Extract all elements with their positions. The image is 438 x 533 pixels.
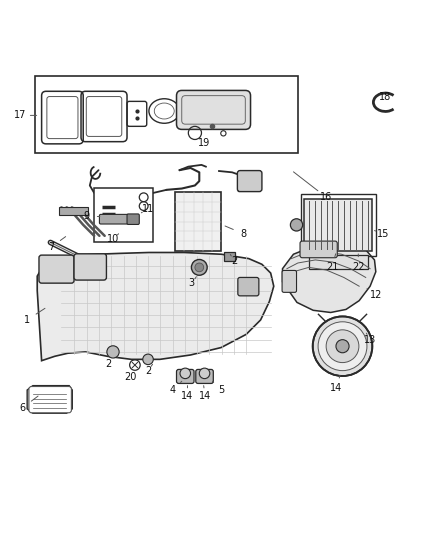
Bar bbox=[59, 207, 88, 215]
Text: 1: 1 bbox=[24, 315, 30, 325]
FancyBboxPatch shape bbox=[237, 171, 262, 191]
Bar bbox=[224, 252, 235, 261]
Text: 19: 19 bbox=[198, 138, 210, 148]
Bar bbox=[35, 76, 298, 152]
Circle shape bbox=[107, 346, 119, 358]
Text: 9: 9 bbox=[84, 211, 90, 221]
Text: 14: 14 bbox=[199, 391, 211, 401]
Text: 3: 3 bbox=[189, 278, 195, 288]
Bar bbox=[175, 192, 221, 251]
Text: 5: 5 bbox=[218, 385, 224, 395]
Text: 7: 7 bbox=[49, 242, 55, 252]
Text: 8: 8 bbox=[240, 229, 246, 239]
Circle shape bbox=[318, 322, 367, 370]
Text: 11: 11 bbox=[142, 204, 154, 214]
FancyBboxPatch shape bbox=[99, 214, 128, 224]
FancyBboxPatch shape bbox=[29, 386, 71, 413]
Text: 18: 18 bbox=[379, 92, 392, 102]
Circle shape bbox=[313, 317, 372, 376]
Text: 14: 14 bbox=[330, 383, 343, 393]
Circle shape bbox=[191, 260, 207, 275]
Text: 2: 2 bbox=[231, 256, 237, 266]
Bar bbox=[309, 255, 368, 269]
Text: 15: 15 bbox=[377, 229, 389, 239]
Circle shape bbox=[290, 219, 303, 231]
Text: 2: 2 bbox=[145, 366, 151, 376]
Text: 22: 22 bbox=[352, 262, 364, 272]
Text: 12: 12 bbox=[370, 290, 382, 300]
FancyBboxPatch shape bbox=[177, 91, 251, 130]
FancyBboxPatch shape bbox=[300, 241, 337, 258]
Text: 4: 4 bbox=[170, 385, 176, 395]
Text: 2: 2 bbox=[106, 359, 112, 369]
FancyBboxPatch shape bbox=[238, 278, 259, 296]
Circle shape bbox=[195, 263, 204, 272]
Circle shape bbox=[180, 368, 191, 378]
Polygon shape bbox=[27, 386, 72, 413]
Bar bbox=[301, 194, 376, 255]
FancyBboxPatch shape bbox=[39, 255, 74, 283]
FancyBboxPatch shape bbox=[127, 214, 139, 224]
Circle shape bbox=[199, 368, 210, 378]
Circle shape bbox=[143, 354, 153, 365]
FancyBboxPatch shape bbox=[177, 369, 194, 383]
FancyBboxPatch shape bbox=[282, 270, 297, 292]
Circle shape bbox=[326, 330, 359, 362]
Polygon shape bbox=[283, 246, 376, 312]
Text: 13: 13 bbox=[364, 335, 376, 345]
Polygon shape bbox=[37, 253, 274, 361]
Text: 17: 17 bbox=[14, 110, 26, 120]
Circle shape bbox=[336, 340, 349, 353]
Text: 16: 16 bbox=[320, 192, 332, 203]
Text: 6: 6 bbox=[20, 402, 26, 413]
FancyBboxPatch shape bbox=[74, 254, 106, 280]
FancyBboxPatch shape bbox=[196, 369, 213, 383]
Bar bbox=[304, 199, 372, 251]
Text: 20: 20 bbox=[124, 372, 137, 382]
Text: 21: 21 bbox=[326, 262, 338, 272]
Text: 14: 14 bbox=[181, 391, 194, 401]
Text: 10: 10 bbox=[107, 235, 119, 244]
Bar bbox=[94, 188, 153, 243]
